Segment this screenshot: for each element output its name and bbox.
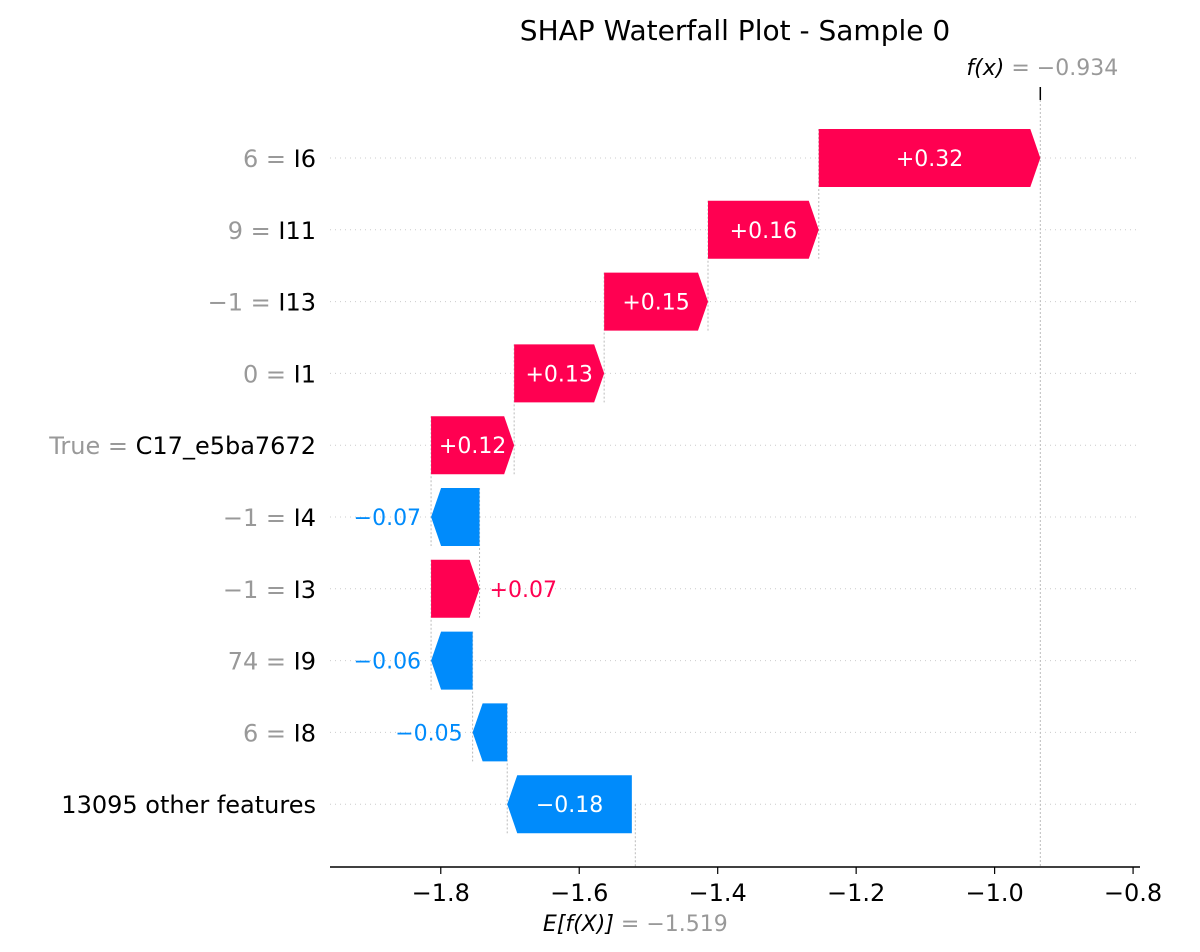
waterfall-bar xyxy=(431,559,480,618)
feature-label: −1 = I13 xyxy=(208,289,316,317)
feature-name: I4 xyxy=(294,504,316,532)
bar-value-label: +0.15 xyxy=(622,291,689,316)
x-tick-label: −1.0 xyxy=(965,879,1023,907)
waterfall-bar xyxy=(604,272,708,331)
feature-name: 13095 other features xyxy=(61,791,316,819)
feature-name: C17_e5ba7672 xyxy=(136,432,316,460)
feature-value: 9 = xyxy=(228,217,279,245)
base-value-text: = −1.519 xyxy=(621,912,728,937)
waterfall-bar xyxy=(708,200,819,259)
waterfall-bar xyxy=(431,416,515,475)
feature-name: I6 xyxy=(294,145,316,173)
base-value-key: E[f(X)] xyxy=(543,912,621,937)
bar-layer xyxy=(431,129,1041,834)
feature-name: I9 xyxy=(294,648,316,676)
bar-value-label: −0.07 xyxy=(354,506,421,531)
feature-value: 0 = xyxy=(243,360,294,388)
bar-value-label: −0.18 xyxy=(536,793,603,818)
x-axis: −1.8 −1.6 −1.4 −1.2 −1.0 −0.8 E[f(X)] = −1.519… xyxy=(330,56,1162,937)
x-tick-label: −1.6 xyxy=(550,879,608,907)
feature-label: 13095 other features xyxy=(61,791,316,819)
feature-label: −1 = I4 xyxy=(223,504,316,532)
output-value-text: = −0.934 xyxy=(1011,56,1118,81)
output-value-annotation: f(x) = −0.934 xyxy=(966,56,1118,81)
feature-value: 74 = xyxy=(228,648,294,676)
base-value-annotation: E[f(X)] = −1.519 xyxy=(543,912,728,937)
feature-value: −1 = xyxy=(223,504,294,532)
bar-value-label: −0.05 xyxy=(395,721,462,746)
feature-label: True = C17_e5ba7672 xyxy=(48,432,316,460)
feature-value: −1 = xyxy=(208,289,279,317)
bar-value-label: +0.32 xyxy=(896,147,963,172)
feature-name: I1 xyxy=(294,360,316,388)
bar-value-label: −0.06 xyxy=(354,650,421,675)
feature-label: −1 = I3 xyxy=(223,576,316,604)
waterfall-bar xyxy=(507,775,632,834)
feature-label: 6 = I8 xyxy=(243,719,316,747)
x-tick-label: −1.4 xyxy=(689,879,747,907)
x-tick-label: −0.8 xyxy=(1104,879,1162,907)
feature-label: 0 = I1 xyxy=(243,360,316,388)
x-tick-label: −1.8 xyxy=(412,879,470,907)
feature-value: True = xyxy=(48,432,135,460)
feature-value: 6 = xyxy=(243,145,294,173)
waterfall-bar xyxy=(431,631,473,690)
feature-name: I3 xyxy=(294,576,316,604)
waterfall-bar xyxy=(431,488,480,546)
feature-value: −1 = xyxy=(223,576,294,604)
feature-name: I8 xyxy=(294,719,316,747)
output-value-key: f(x) xyxy=(966,56,1011,81)
bar-value-label: +0.16 xyxy=(730,219,797,244)
x-tick-label: −1.2 xyxy=(827,879,885,907)
feature-name: I13 xyxy=(278,289,316,317)
label-layer: +0.32 6 = I6 +0.16 9 = I11 +0.15 −1 = I13 +0.1… xyxy=(48,145,963,819)
feature-name: I11 xyxy=(278,217,316,245)
waterfall-bar xyxy=(818,129,1041,187)
feature-label: 6 = I6 xyxy=(243,145,316,173)
bar-value-label: +0.07 xyxy=(490,578,557,603)
waterfall-bar xyxy=(514,344,605,403)
feature-label: 74 = I9 xyxy=(228,648,316,676)
bar-value-label: +0.12 xyxy=(439,434,506,459)
waterfall-bar xyxy=(472,703,508,762)
chart-title: SHAP Waterfall Plot - Sample 0 xyxy=(520,14,950,47)
bar-value-label: +0.13 xyxy=(525,362,592,387)
feature-value: 6 = xyxy=(243,719,294,747)
feature-label: 9 = I11 xyxy=(228,217,316,245)
